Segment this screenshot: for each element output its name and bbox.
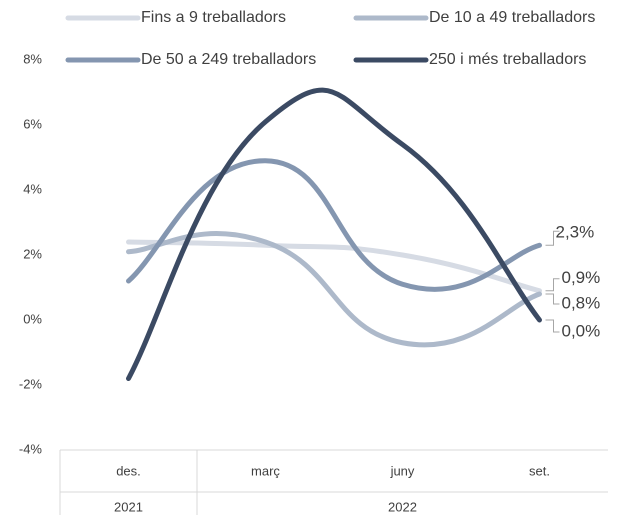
leader-line [545,293,560,305]
leader-line [545,278,560,292]
series-line [126,239,542,294]
leader-line [545,319,560,333]
x-tick-label: març [251,463,280,478]
y-tick-label: 4% [23,181,42,196]
y-tick-label: 6% [23,116,42,131]
data-label: 2,3% [556,223,595,242]
leader-line [545,230,560,246]
x-group-label: 2022 [388,499,417,514]
y-tick-label: 2% [23,246,42,261]
x-tick-label: juny [390,463,415,478]
legend-label: Fins a 9 treballadors [141,9,286,26]
x-tick-label: des. [116,463,141,478]
y-tick-label: -4% [19,441,43,456]
y-tick-label: -2% [19,376,43,391]
y-tick-label: 8% [23,51,42,66]
series-line [126,231,542,348]
y-tick-label: 0% [23,311,42,326]
data-label: 0,8% [562,293,601,312]
series-line [126,87,542,381]
x-tick-label: set. [529,463,550,478]
legend-label: 250 i més treballadors [429,51,586,68]
x-group-label: 2021 [114,499,143,514]
data-label: 0,0% [562,321,601,340]
data-label: 0,9% [562,268,601,287]
legend-label: De 10 a 49 treballadors [429,9,595,26]
legend-label: De 50 a 249 treballadors [141,51,316,68]
series-line [126,158,542,292]
